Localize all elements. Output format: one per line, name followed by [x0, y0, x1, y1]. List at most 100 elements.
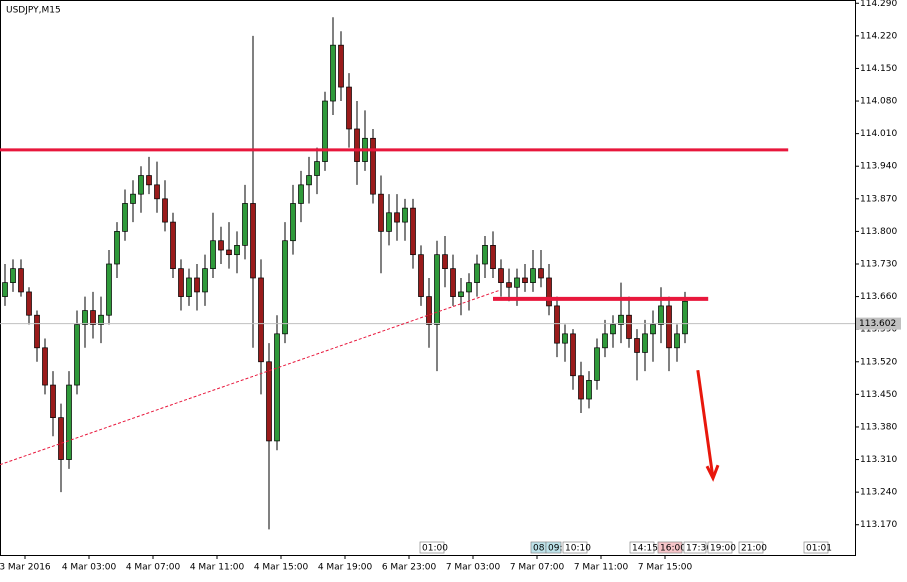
time-marker: 10:10 — [565, 544, 591, 554]
candle-body — [402, 207, 408, 223]
candle-body — [530, 268, 536, 283]
candle-body — [562, 333, 568, 344]
candle-body — [554, 305, 560, 344]
y-tick-label: 113.800 — [860, 227, 897, 237]
candle-body — [274, 333, 280, 442]
plot-frame — [0, 0, 856, 556]
y-tick-label: 113.240 — [860, 488, 897, 498]
candle-body — [666, 305, 672, 349]
x-tick-label: 7 Mar 07:00 — [510, 563, 565, 573]
candle-body — [418, 254, 424, 297]
candle-body — [98, 314, 104, 325]
time-marker: 19:00 — [710, 544, 736, 554]
candle-body — [482, 245, 488, 265]
candle-body — [90, 310, 96, 325]
candle-body — [210, 240, 216, 270]
candle-body — [106, 263, 112, 316]
candle-body — [634, 338, 640, 353]
candle-body — [370, 137, 376, 195]
candle-body — [498, 268, 504, 283]
y-tick-label: 113.380 — [860, 422, 897, 432]
candle-body — [26, 291, 32, 316]
candle-body — [10, 268, 16, 283]
y-tick-label: 114.290 — [860, 0, 897, 9]
candle-body — [674, 333, 680, 349]
candle-body — [114, 231, 120, 265]
x-tick-label: 7 Mar 15:00 — [638, 563, 693, 573]
y-tick-label: 113.450 — [860, 390, 897, 400]
y-tick-label: 113.660 — [860, 292, 897, 302]
x-tick-label: 4 Mar 03:00 — [62, 563, 117, 573]
candle-body — [18, 268, 24, 293]
y-tick-label: 113.520 — [860, 357, 897, 367]
candle-body — [394, 212, 400, 223]
y-tick-label: 113.170 — [860, 520, 897, 530]
candle-body — [338, 44, 344, 88]
candle-body — [74, 324, 80, 386]
candle-body — [602, 333, 608, 349]
y-tick-label: 113.730 — [860, 259, 897, 269]
candle-body — [474, 263, 480, 283]
candle-body — [434, 254, 440, 325]
candle-body — [146, 175, 152, 186]
candle-body — [138, 175, 144, 195]
current-price-label: 113.602 — [859, 319, 896, 329]
candle-body — [378, 193, 384, 232]
time-marker-box — [629, 541, 655, 554]
time-marker-box — [562, 541, 588, 554]
candle-body — [226, 249, 232, 256]
current-price-box — [856, 317, 901, 330]
y-tick-label: 114.080 — [860, 97, 897, 107]
x-tick-label: 7 Mar 11:00 — [574, 563, 629, 573]
time-marker-box — [657, 541, 683, 554]
candle-body — [130, 193, 136, 204]
candle-body — [618, 314, 624, 325]
candle-body — [410, 207, 416, 256]
candle-body — [66, 384, 72, 460]
candle-body — [242, 203, 248, 246]
candle-body — [330, 44, 336, 102]
y-tick-label: 113.310 — [860, 455, 897, 465]
candle-body — [282, 240, 288, 335]
candle-body — [346, 86, 352, 130]
candle-body — [234, 245, 240, 256]
candle-body — [178, 268, 184, 297]
candle-body — [186, 277, 192, 297]
candle-body — [466, 282, 472, 293]
candle-body — [82, 310, 88, 325]
x-tick-label: 7 Mar 03:00 — [446, 563, 501, 573]
time-marker-box — [545, 541, 562, 554]
y-tick-label: 114.010 — [860, 129, 897, 139]
candle-body — [122, 203, 128, 232]
candle-body — [306, 175, 312, 186]
candle-body — [258, 277, 264, 363]
candle-body — [58, 417, 64, 460]
candle-body — [658, 305, 664, 325]
candle-body — [626, 314, 632, 339]
candle-body — [218, 240, 224, 251]
candle-body — [202, 268, 208, 293]
candle-body — [314, 161, 320, 176]
candle-body — [354, 128, 360, 162]
time-marker-box — [419, 541, 445, 554]
time-marker: 16:00 — [660, 544, 686, 554]
candle-body — [50, 384, 56, 418]
y-tick-label: 113.870 — [860, 194, 897, 204]
candle-body — [514, 277, 520, 288]
candle-body — [322, 100, 328, 162]
candle-body — [426, 296, 432, 325]
x-tick-label: 3 Mar 2016 — [0, 563, 51, 573]
candle-body — [546, 277, 552, 307]
candle-body — [250, 203, 256, 279]
candle-body — [570, 333, 576, 377]
candle-body — [506, 282, 512, 288]
candle-body — [442, 254, 448, 270]
x-tick-label: 6 Mar 23:00 — [382, 563, 437, 573]
time-marker: 17:30 — [686, 544, 712, 554]
time-marker: 14:15 — [632, 544, 658, 554]
time-marker-box — [707, 541, 733, 554]
time-marker: 21:00 — [741, 544, 767, 554]
time-marker: 01:00 — [422, 544, 448, 554]
candle-body — [522, 277, 528, 283]
y-tick-label: 114.220 — [860, 31, 897, 41]
